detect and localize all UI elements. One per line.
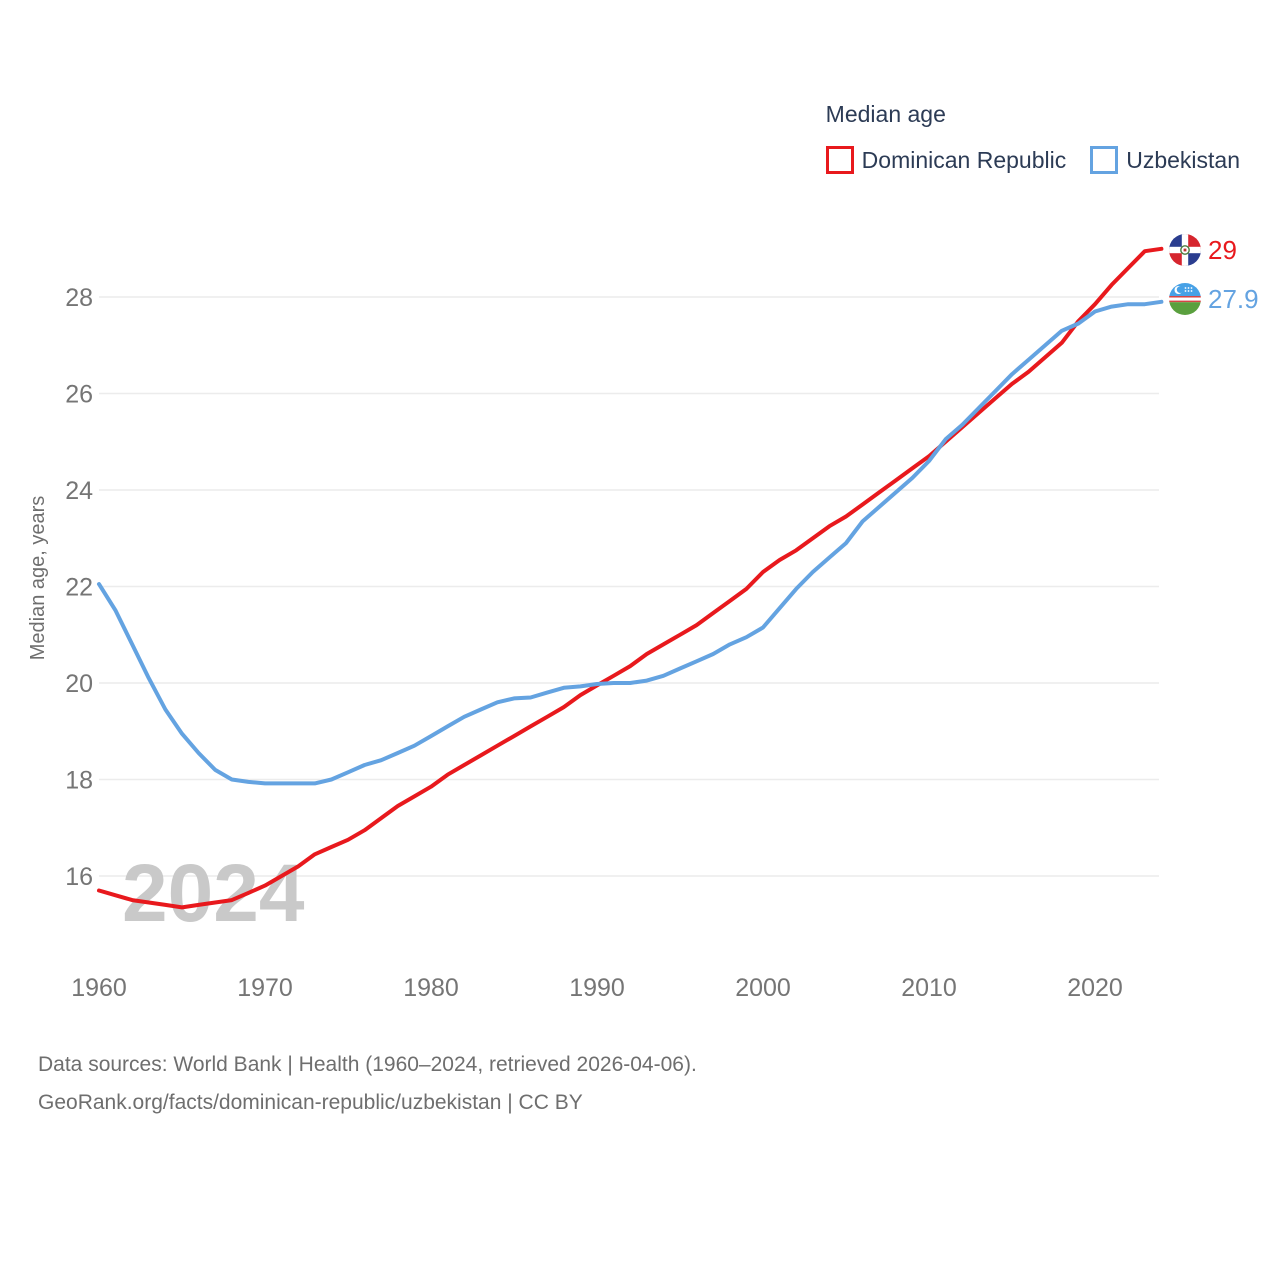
y-tick-label: 22 xyxy=(65,574,93,602)
series-swatch-blue xyxy=(1090,146,1119,174)
legend-row: Dominican Republic Uzbekistan xyxy=(825,146,1240,174)
watermark-year: 2024 xyxy=(122,848,305,939)
dominican-republic-flag-icon xyxy=(1169,234,1201,266)
x-tick-label: 2010 xyxy=(901,974,957,1002)
x-tick-label: 2000 xyxy=(735,974,791,1002)
source-url-text[interactable]: GeoRank.org/facts/dominican-republic/uzb… xyxy=(38,1091,583,1114)
x-tick-label: 1980 xyxy=(403,974,459,1002)
x-tick-label: 2020 xyxy=(1067,974,1123,1002)
chart-footer: Data sources: World Bank | Health (1960–… xyxy=(38,1046,697,1122)
legend-item-label: Uzbekistan xyxy=(1126,146,1240,173)
legend-item-dominican-republic[interactable]: Dominican Republic xyxy=(825,146,1067,174)
y-axis-title: Median age, years xyxy=(27,496,49,661)
series-line-dominican-republic[interactable] xyxy=(97,246,1164,910)
y-tick-label: 26 xyxy=(65,381,93,409)
end-tag-dominican-republic: 29 xyxy=(1169,234,1237,266)
y-tick-label: 24 xyxy=(65,477,93,505)
series-swatch-red xyxy=(825,146,854,174)
y-tick-label: 28 xyxy=(65,284,93,312)
x-tick-label: 1970 xyxy=(237,974,293,1002)
end-value-uzbekistan: 27.9 xyxy=(1208,283,1259,314)
data-sources-text: Data sources: World Bank | Health (1960–… xyxy=(38,1053,697,1076)
y-tick-label: 18 xyxy=(65,767,93,795)
x-tick-label: 1960 xyxy=(71,974,127,1002)
legend-title: Median age xyxy=(825,101,946,127)
legend-item-label: Dominican Republic xyxy=(861,146,1067,173)
y-tick-label: 20 xyxy=(65,670,93,698)
end-tag-uzbekistan: 27.9 xyxy=(1169,283,1259,315)
chart-legend: Median age Dominican Republic Uzbekistan xyxy=(825,101,1240,174)
legend-item-uzbekistan[interactable]: Uzbekistan xyxy=(1090,146,1240,174)
y-tick-label: 16 xyxy=(65,863,93,891)
uzbekistan-flag-icon xyxy=(1169,283,1201,315)
series-line-uzbekistan[interactable] xyxy=(97,299,1164,786)
end-value-dominican-republic: 29 xyxy=(1208,234,1237,265)
x-tick-label: 1990 xyxy=(569,974,625,1002)
